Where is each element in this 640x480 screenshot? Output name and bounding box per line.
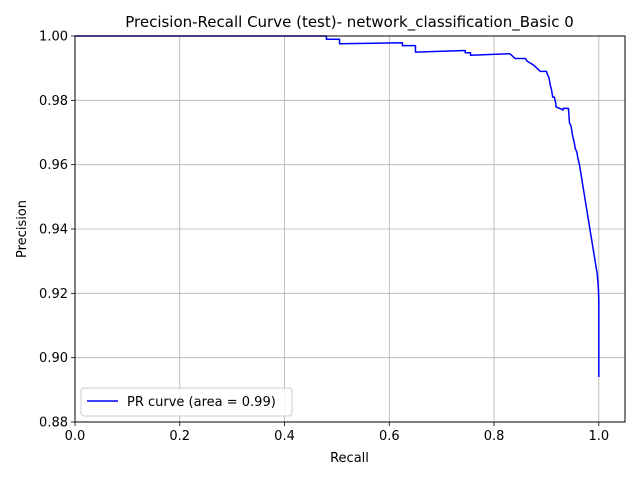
y-tick-label: 0.94 bbox=[39, 223, 68, 238]
legend: PR curve (area = 0.99) bbox=[80, 387, 293, 417]
pr-curve-line bbox=[75, 35, 600, 377]
y-tick-label: 0.96 bbox=[39, 158, 68, 173]
x-tick-label: 0.2 bbox=[169, 429, 190, 444]
x-axis-ticks: 0.0 0.2 0.4 0.6 0.8 1.0 bbox=[65, 422, 609, 444]
series-lines bbox=[75, 35, 600, 377]
y-tick-label: 0.88 bbox=[39, 416, 68, 431]
grid-lines bbox=[74, 35, 625, 423]
legend-box bbox=[80, 387, 293, 417]
x-axis-label: Recall bbox=[330, 451, 369, 466]
x-tick-label: 0.6 bbox=[379, 429, 400, 444]
legend-label: PR curve (area = 0.99) bbox=[127, 395, 276, 410]
x-tick-label: 1.0 bbox=[588, 429, 609, 444]
x-tick-label: 0.8 bbox=[484, 429, 505, 444]
y-tick-label: 0.92 bbox=[39, 287, 68, 302]
x-tick-label: 0.4 bbox=[274, 429, 295, 444]
x-tick-label: 0.0 bbox=[65, 429, 86, 444]
y-axis-label: Precision bbox=[15, 200, 30, 258]
chart-title: Precision-Recall Curve (test)- network_c… bbox=[125, 13, 574, 32]
y-tick-label: 1.00 bbox=[39, 30, 68, 45]
y-axis-ticks: 0.88 0.90 0.92 0.94 0.96 0.98 1.00 bbox=[39, 30, 75, 431]
y-tick-label: 0.90 bbox=[39, 351, 68, 366]
plot-frame bbox=[74, 35, 626, 423]
y-tick-label: 0.98 bbox=[39, 94, 68, 109]
